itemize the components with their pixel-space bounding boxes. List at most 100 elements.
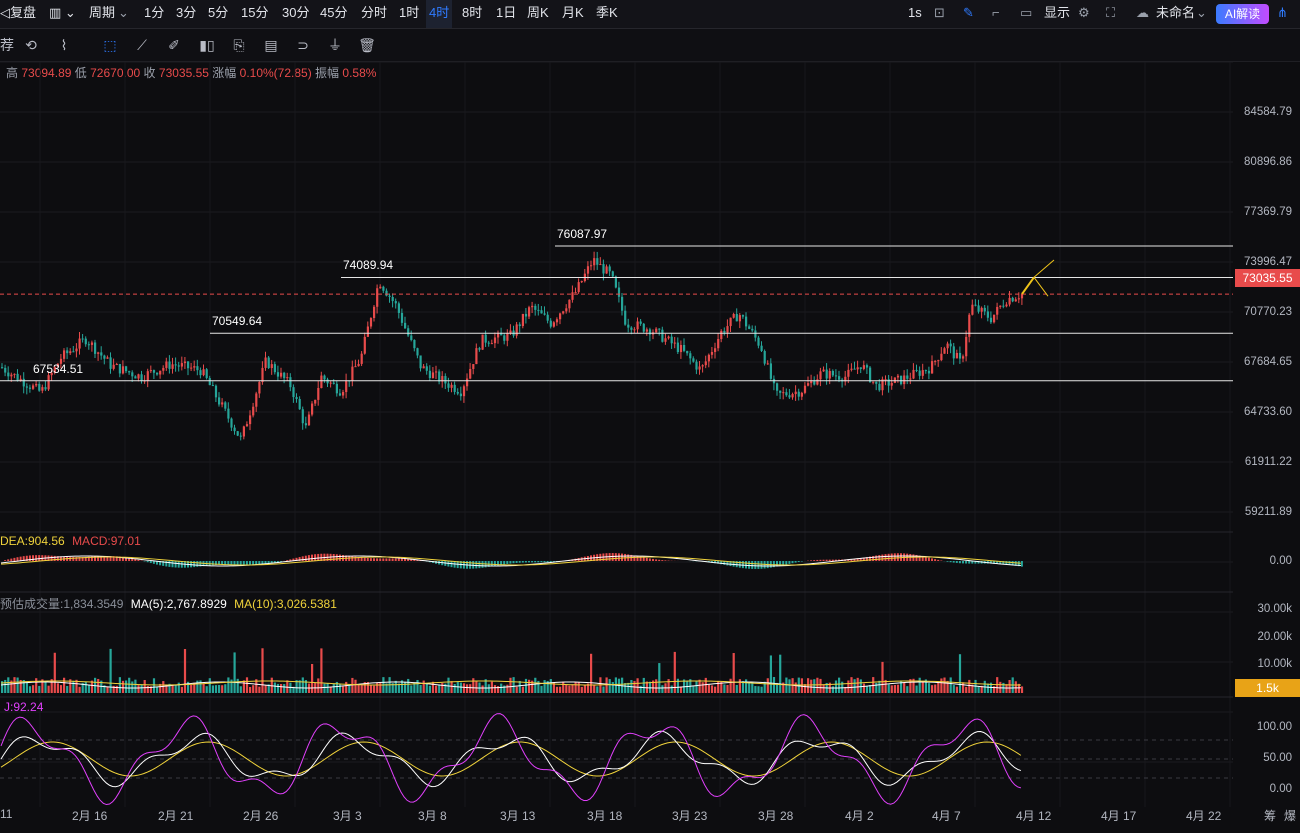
interval-tab[interactable]: 1日 (496, 5, 517, 20)
candle-body (580, 281, 583, 283)
candle-body (645, 329, 648, 332)
candle-body (800, 392, 803, 397)
magnet-icon[interactable]: ⟲ (25, 37, 37, 53)
interval-tab[interactable]: 4时 (426, 0, 453, 28)
restore-icon[interactable]: ◁ (0, 5, 10, 20)
cursor-icon[interactable]: ⬚ (103, 37, 117, 53)
candle-body (723, 330, 726, 333)
edit-icon[interactable]: ▤ (264, 37, 278, 53)
drawing-icon[interactable]: ⌐ (992, 5, 1000, 20)
candle-body (1017, 298, 1020, 300)
cloud-icon[interactable]: ☁ (1136, 5, 1149, 20)
candle-body (503, 335, 506, 341)
interval-tab[interactable]: 30分 (282, 5, 310, 20)
volume-bar (751, 682, 754, 693)
candles-icon[interactable]: ▮▯ (199, 37, 215, 53)
volume-bar (143, 680, 146, 693)
macd-bar (723, 561, 726, 565)
pen-icon[interactable]: ✐ (168, 37, 180, 53)
recommend-label[interactable]: 荐 (0, 37, 14, 53)
chevron-down-icon[interactable]: ⌄ (1196, 5, 1207, 20)
brush-icon[interactable]: ⌇ (60, 37, 68, 53)
candle-body (413, 339, 416, 349)
candle-body (493, 337, 497, 344)
candle-body (528, 307, 531, 317)
volume-bar (704, 677, 707, 693)
pencil-icon[interactable]: ✎ (963, 5, 974, 20)
interval-tab[interactable]: 分时 (361, 5, 388, 20)
volume-ma5-line (0, 681, 1021, 689)
display-button[interactable]: 显示 (1044, 5, 1071, 20)
interval-tab[interactable]: 月K (562, 5, 584, 20)
candle-body (590, 265, 593, 267)
magnet-tool-icon[interactable]: ⊃ (297, 37, 309, 53)
candle-body (543, 313, 546, 315)
filter-icon[interactable]: ⏚ (328, 37, 342, 53)
fullscreen-icon[interactable]: ⛶ (1106, 5, 1116, 20)
macd-bar (286, 560, 289, 561)
volume-bar (233, 652, 236, 693)
interval-tab[interactable]: 1时 (399, 5, 420, 20)
interval-tab[interactable]: 5分 (208, 5, 229, 20)
macd-bar (38, 555, 41, 561)
interval-tab[interactable]: 3分 (176, 5, 197, 20)
volume-bar (559, 686, 562, 693)
liquidation-button[interactable]: 爆 (1284, 809, 1297, 823)
candle-body (447, 383, 450, 388)
volume-bar (425, 683, 428, 693)
chips-button[interactable]: 筹 (1264, 809, 1277, 823)
volume-bar (342, 686, 345, 693)
candlestick-chart[interactable] (0, 62, 1233, 807)
candle-body (311, 403, 314, 415)
volume-bar (754, 686, 757, 693)
candle-body (971, 304, 974, 315)
refresh-rate[interactable]: 1s (908, 5, 922, 20)
macd-bar (156, 561, 158, 565)
ai-read-button[interactable]: AI解读 (1216, 4, 1269, 24)
volume-bar (577, 682, 580, 693)
clipboard-icon[interactable]: ⎘ (233, 37, 245, 53)
macd-bar (639, 556, 642, 561)
macd-bar (648, 558, 651, 561)
candle-body (856, 367, 859, 370)
macd-bar (162, 561, 165, 566)
layout-name[interactable]: 未命名 (1156, 5, 1196, 20)
macd-bar (335, 554, 338, 561)
interval-tab[interactable]: 45分 (320, 5, 348, 20)
volume-bar (87, 684, 90, 693)
candle-body (965, 336, 968, 357)
macd-bar (652, 558, 654, 561)
candle-body (351, 366, 354, 381)
macd-bar (78, 557, 81, 561)
candle-body (131, 372, 134, 377)
interval-tab[interactable]: 周K (527, 5, 549, 20)
candle-body (943, 348, 946, 354)
restore-button[interactable]: 复盘 (10, 5, 37, 20)
volume-bar (896, 684, 900, 693)
candle-body (103, 355, 106, 359)
macd-bar (311, 554, 313, 561)
camera-icon[interactable]: ⊡ (934, 5, 945, 20)
interval-tab[interactable]: 15分 (241, 5, 269, 20)
share-icon[interactable]: ⋔ (1277, 5, 1288, 20)
candle-body (614, 276, 617, 288)
macd-bar (797, 561, 800, 563)
volume-bar (258, 686, 261, 693)
gear-icon[interactable]: ⚙ (1078, 5, 1090, 20)
candle-body (565, 308, 568, 312)
chart-type-icon[interactable]: ▥ ⌄ (49, 5, 76, 20)
period-button[interactable]: 周期 (89, 5, 116, 20)
candle-body (180, 363, 183, 367)
interval-tab[interactable]: 8时 (462, 5, 483, 20)
macd-bar (515, 561, 518, 563)
volume-bar (152, 678, 156, 693)
interval-tab[interactable]: 1分 (144, 5, 165, 20)
macd-bar (965, 561, 968, 564)
note-icon[interactable]: ▭ (1020, 5, 1033, 20)
trash-icon[interactable]: 🗑 (358, 37, 376, 53)
volume-bar (63, 677, 66, 693)
interval-tab[interactable]: 季K (596, 5, 618, 20)
chevron-down-icon[interactable]: ⌄ (118, 5, 129, 20)
ruler-icon[interactable]: ⟋ (137, 37, 147, 53)
macd-bar (949, 561, 952, 563)
